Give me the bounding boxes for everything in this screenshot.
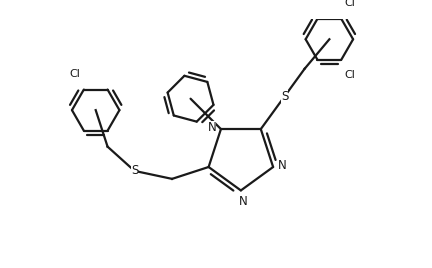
Text: S: S bbox=[281, 90, 289, 103]
Text: N: N bbox=[239, 195, 248, 208]
Text: Cl: Cl bbox=[345, 70, 356, 80]
Text: N: N bbox=[208, 121, 216, 135]
Text: Cl: Cl bbox=[345, 0, 356, 8]
Text: Cl: Cl bbox=[70, 69, 80, 79]
Text: N: N bbox=[278, 159, 286, 172]
Text: S: S bbox=[131, 164, 138, 177]
